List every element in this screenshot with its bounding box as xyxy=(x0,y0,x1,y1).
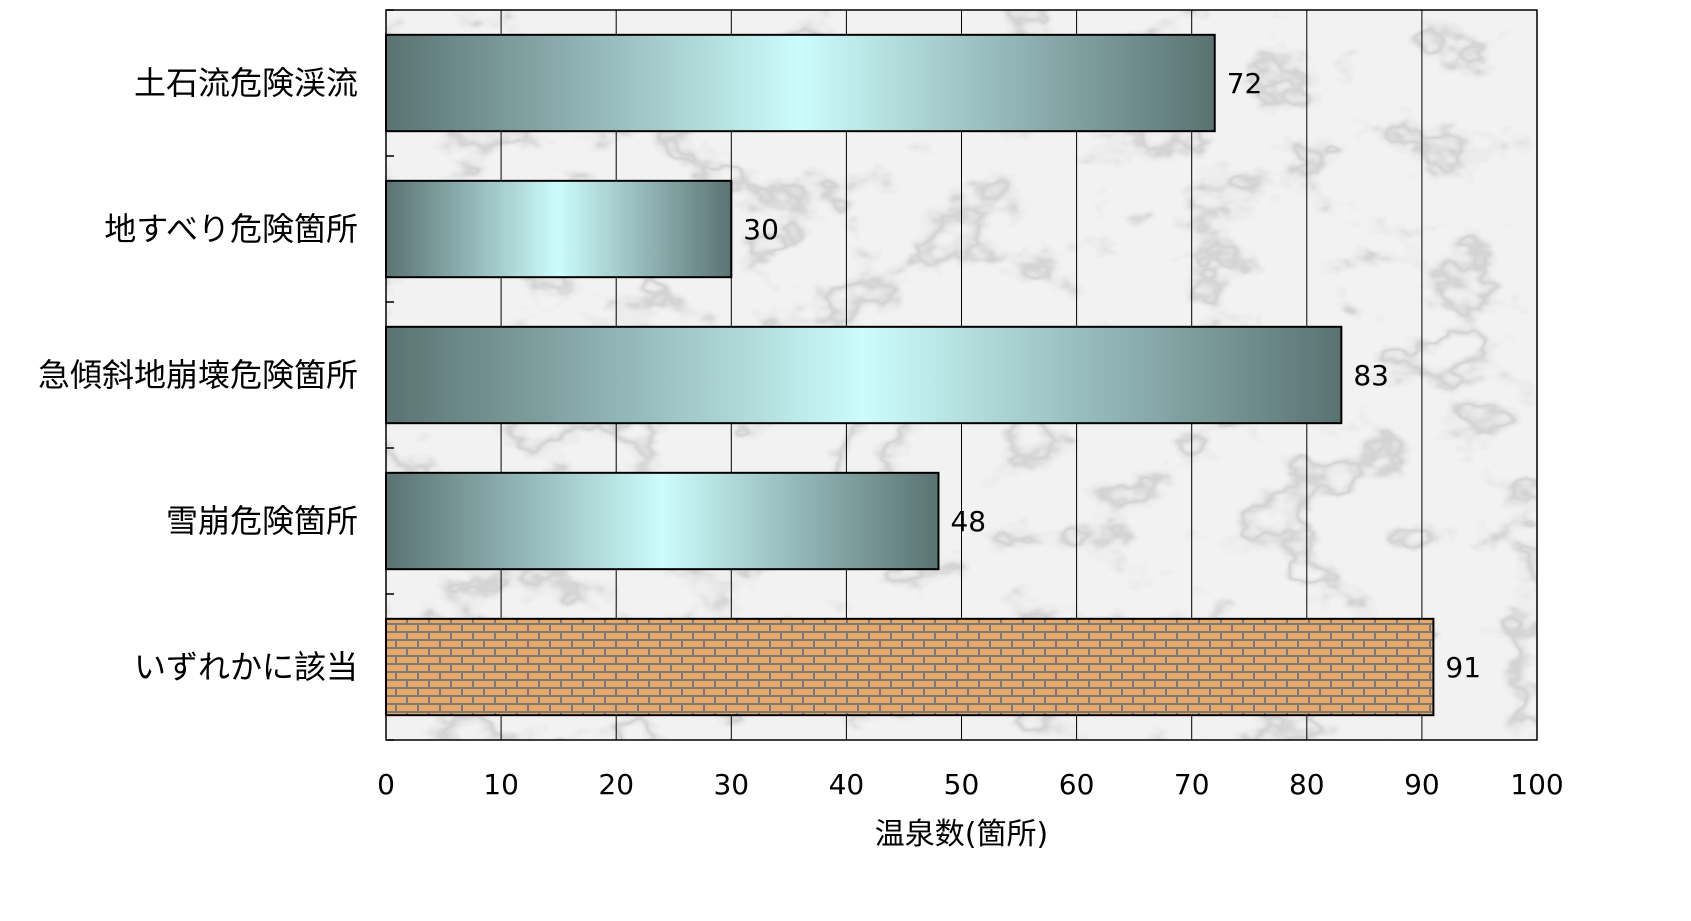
bar-4 xyxy=(386,473,938,569)
y-category-label: 土石流危険渓流 xyxy=(134,64,358,102)
data-label: 91 xyxy=(1445,651,1481,684)
x-tick-label: 40 xyxy=(829,768,865,801)
y-category-label: 地すべり危険箇所 xyxy=(104,210,358,248)
x-tick-label: 30 xyxy=(713,768,749,801)
x-tick-label: 20 xyxy=(598,768,634,801)
x-tick-label: 10 xyxy=(483,768,519,801)
y-category-label: いずれかに該当 xyxy=(134,648,358,686)
data-label: 72 xyxy=(1227,67,1263,100)
x-tick-label: 0 xyxy=(377,768,395,801)
x-tick-label: 90 xyxy=(1404,768,1440,801)
bar-2 xyxy=(386,181,731,277)
x-tick-label: 60 xyxy=(1059,768,1095,801)
x-axis-title: 温泉数(箇所) xyxy=(875,817,1048,852)
bar-1 xyxy=(386,35,1215,131)
x-tick-label: 70 xyxy=(1174,768,1210,801)
bar-3 xyxy=(386,327,1341,423)
x-tick-label: 100 xyxy=(1510,768,1563,801)
y-category-label: 雪崩危険箇所 xyxy=(166,502,358,540)
bar-5 xyxy=(386,619,1433,715)
data-label: 83 xyxy=(1353,359,1389,392)
data-label: 30 xyxy=(743,213,779,246)
data-label: 48 xyxy=(950,505,986,538)
x-tick-label: 50 xyxy=(944,768,980,801)
x-tick-label: 80 xyxy=(1289,768,1325,801)
y-category-label: 急傾斜地崩壊危険箇所 xyxy=(38,356,358,394)
